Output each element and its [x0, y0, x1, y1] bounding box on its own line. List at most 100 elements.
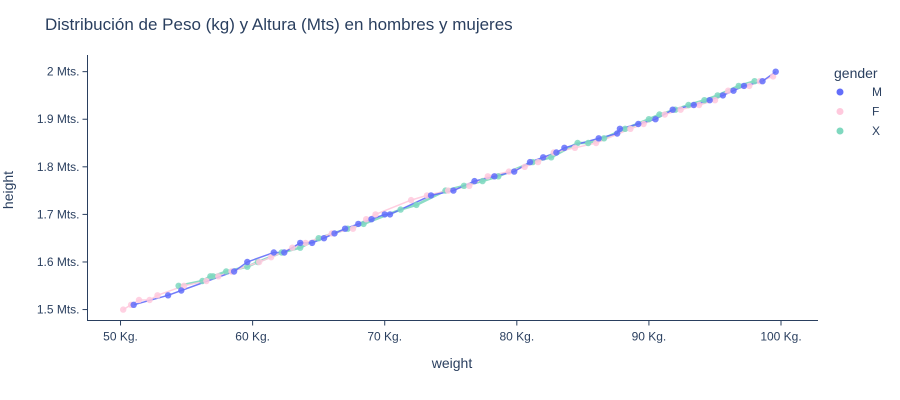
- data-point-f: [640, 120, 647, 128]
- data-point-x: [656, 111, 663, 118]
- data-point-f: [661, 111, 668, 118]
- data-point-m: [526, 158, 534, 166]
- legend-title: gender: [834, 65, 878, 81]
- data-point-m: [355, 220, 362, 228]
- data-point-f: [349, 225, 357, 232]
- data-point-x: [701, 97, 708, 104]
- chart-title: Distribución de Peso (kg) y Altura (Mts)…: [45, 15, 513, 34]
- data-point-f: [592, 139, 600, 147]
- data-point-f: [215, 273, 222, 280]
- y-tick-label: 1.9 Mts.: [37, 112, 80, 126]
- data-point-f: [711, 97, 719, 104]
- data-point-m: [491, 173, 498, 180]
- data-point-f: [769, 73, 777, 80]
- data-point-m: [178, 287, 185, 294]
- data-point-f: [120, 306, 127, 313]
- data-point-f: [746, 82, 753, 90]
- data-point-f: [203, 277, 210, 285]
- data-point-f: [534, 158, 542, 166]
- data-point-x: [600, 135, 608, 142]
- data-point-m: [511, 168, 518, 175]
- x-tick-label: 50 Kg.: [103, 330, 138, 344]
- legend: gender MFX: [834, 65, 882, 138]
- data-point-m: [471, 177, 478, 185]
- data-point-f: [571, 144, 579, 151]
- data-point-f: [466, 182, 473, 189]
- data-point-x: [360, 220, 367, 228]
- data-point-m: [427, 192, 435, 199]
- y-tick-label: 1.6 Mts.: [37, 255, 80, 269]
- data-point-f: [154, 292, 161, 299]
- data-point-m: [740, 82, 748, 90]
- data-point-x: [244, 263, 251, 270]
- data-point-m: [595, 135, 602, 142]
- data-point-f: [289, 244, 296, 251]
- data-point-f: [135, 296, 143, 304]
- x-tick-label: 100 Kg.: [760, 330, 801, 344]
- legend-marker-m: [836, 88, 844, 96]
- data-point-m: [130, 301, 137, 308]
- data-point-f: [302, 239, 309, 247]
- data-point-f: [677, 106, 684, 113]
- data-point-m: [719, 92, 727, 99]
- data-point-x: [209, 273, 217, 280]
- data-point-m: [772, 68, 779, 75]
- data-point-m: [341, 225, 349, 232]
- y-axis-title: height: [0, 171, 16, 209]
- data-point-x: [460, 182, 468, 189]
- data-point-m: [759, 78, 766, 85]
- data-point-f: [180, 282, 188, 289]
- legend-marker-f: [836, 108, 844, 115]
- data-point-m: [331, 230, 338, 237]
- y-axis-ticks: 1.5 Mts. 1.6 Mts. 1.7 Mts. 1.8 Mts. 1.9 Mts.…: [37, 65, 88, 317]
- data-point-f: [695, 101, 703, 109]
- data-point-f: [444, 187, 452, 194]
- data-point-f: [407, 196, 415, 204]
- x-tick-label: 80 Kg.: [499, 330, 534, 344]
- x-axis-title: weight: [431, 355, 473, 371]
- data-point-x: [751, 78, 758, 85]
- legend-marker-x: [836, 127, 844, 135]
- data-point-m: [368, 216, 375, 223]
- data-point-x: [315, 235, 322, 242]
- data-point-m: [270, 249, 277, 256]
- x-axis-ticks: 50 Kg. 60 Kg. 70 Kg. 80 Kg. 90 Kg. 100 Kg.: [103, 320, 802, 344]
- x-tick-label: 90 Kg.: [632, 330, 667, 344]
- data-point-x: [223, 268, 230, 275]
- data-point-x: [175, 282, 182, 289]
- legend-label-f: F: [872, 105, 879, 119]
- data-point-x: [685, 101, 692, 109]
- data-point-x: [548, 154, 555, 161]
- data-point-m: [308, 239, 316, 247]
- data-point-m: [164, 292, 172, 299]
- data-point-x: [714, 92, 721, 99]
- data-point-x: [585, 139, 592, 147]
- data-point-x: [397, 206, 404, 213]
- data-point-m: [616, 125, 624, 132]
- data-point-m: [561, 144, 568, 151]
- data-point-x: [735, 82, 742, 90]
- data-point-m: [553, 149, 560, 156]
- y-tick-label: 2 Mts.: [47, 65, 80, 79]
- data-point-m: [450, 187, 457, 194]
- data-point-f: [505, 168, 513, 175]
- data-point-f: [363, 216, 370, 223]
- data-point-m: [652, 116, 659, 123]
- data-point-m: [320, 235, 328, 242]
- data-point-x: [621, 125, 629, 132]
- data-point-m: [706, 97, 713, 104]
- data-point-x: [645, 116, 653, 123]
- data-point-m: [730, 87, 737, 94]
- x-tick-label: 60 Kg.: [235, 330, 270, 344]
- x-tick-label: 70 Kg.: [367, 330, 402, 344]
- data-point-m: [381, 211, 388, 218]
- data-point-m: [540, 154, 547, 161]
- data-point-x: [574, 139, 581, 147]
- data-point-m: [244, 258, 251, 266]
- data-point-f: [146, 296, 153, 304]
- data-point-f: [484, 173, 491, 180]
- data-point-x: [479, 177, 486, 185]
- data-point-f: [256, 258, 263, 266]
- data-point-m: [281, 249, 288, 256]
- data-point-f: [627, 125, 634, 132]
